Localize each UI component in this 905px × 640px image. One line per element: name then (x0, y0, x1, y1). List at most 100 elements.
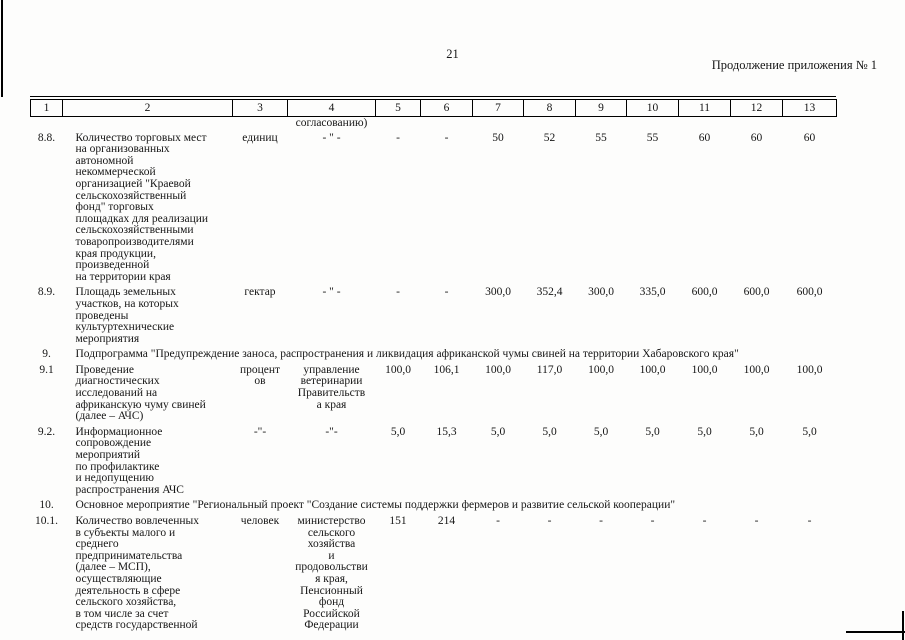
column-number-3: 3 (232, 99, 288, 117)
column-number-7: 7 (472, 99, 524, 117)
value-cell: 5,0 (593, 425, 609, 438)
table-row: 8.8. Количество торговых мест на организо… (31, 131, 837, 288)
value-cell: - (444, 286, 449, 299)
spacer-cell (376, 117, 837, 133)
value-cell: 5,0 (749, 425, 764, 438)
column-number-12: 12 (730, 99, 783, 117)
value-cell: 60 (750, 131, 763, 144)
value-cell: 5,0 (802, 425, 817, 438)
value-cell: 100,0 (485, 363, 511, 376)
table-row: 10.1. Количество вовлеченных в субъекты м… (31, 515, 837, 636)
responsible-executor: - " - (322, 131, 341, 144)
value-cell: 600,0 (743, 286, 770, 299)
value-cell: - (396, 286, 400, 299)
indicator-name: Площадь земельных участков, на которых п… (75, 286, 179, 345)
section-title: Подпрограмма "Предупреждение заноса, рас… (75, 348, 739, 361)
value-cell: - (650, 515, 655, 527)
row-number: 9.1 (39, 363, 54, 376)
unit-of-measure: человек (240, 515, 280, 527)
value-cell: 60 (698, 131, 711, 144)
scan-edge-bottom-right-vertical (902, 611, 904, 640)
column-number-6: 6 (420, 99, 473, 117)
indicator-name: Проведение диагностических исследований … (75, 363, 206, 423)
value-cell: 60 (803, 131, 816, 144)
value-cell: 5,0 (645, 425, 660, 438)
responsible-executor: -"- (325, 425, 338, 438)
row-number: 10. (39, 499, 54, 512)
value-cell: 5,0 (697, 425, 712, 438)
carryover-row: согласованию) (31, 117, 837, 133)
value-cell: 151 (389, 515, 407, 527)
responsible-executor: министерство сельского хозяйства и продо… (295, 515, 368, 632)
value-cell: - (496, 515, 500, 527)
section-title: Основное мероприятие "Региональный проек… (75, 499, 676, 512)
value-cell: 5,0 (390, 425, 406, 438)
column-number-11: 11 (678, 99, 731, 117)
value-cell: 100,0 (385, 363, 411, 376)
value-cell: 300,0 (485, 286, 511, 299)
table-row: 9.1 Проведение диагностических исследован… (31, 363, 837, 427)
value-cell: 352,4 (536, 286, 563, 299)
value-cell: 214 (437, 515, 456, 527)
value-cell: 50 (492, 131, 504, 144)
unit-of-measure: гектар (244, 286, 276, 299)
unit-of-measure: единиц (242, 131, 278, 144)
value-cell: 5,0 (542, 425, 557, 438)
responsible-executor: - " - (322, 286, 341, 299)
value-cell: 100,0 (796, 363, 823, 376)
value-cell: - (444, 131, 449, 144)
column-number-9: 9 (575, 99, 627, 117)
value-cell: - (754, 515, 759, 527)
table-row: 9.2. Информационное сопровождение меропри… (31, 425, 837, 501)
value-cell: 100,0 (588, 363, 614, 376)
page-number: 21 (446, 47, 459, 61)
value-cell: 100,0 (743, 363, 770, 376)
column-number-2: 2 (62, 99, 233, 117)
indicators-table: 1 2 3 4 5 6 7 8 9 10 11 12 13 согласованию) 8.8. Колич… (30, 96, 837, 636)
row-number: 8.9. (37, 286, 56, 299)
value-cell: 600,0 (691, 286, 718, 299)
row-number: 8.8. (37, 131, 56, 144)
table-top-rule (30, 96, 836, 97)
indicator-name: Количество торговых мест на организованн… (75, 131, 209, 283)
column-number-1: 1 (30, 99, 63, 117)
value-cell: - (807, 515, 812, 527)
value-cell: 600,0 (796, 286, 823, 299)
column-number-8: 8 (523, 99, 576, 117)
value-cell: - (396, 131, 400, 144)
value-cell: - (599, 515, 603, 527)
value-cell: 55 (595, 131, 607, 144)
responsible-executor: управление ветеринарии Правительств а кр… (297, 363, 366, 411)
value-cell: 117,0 (536, 363, 563, 376)
section-row: 10. Основное мероприятие "Региональный пр… (31, 500, 837, 516)
value-cell: 300,0 (588, 286, 614, 299)
value-cell: - (702, 515, 707, 527)
indicator-name: Количество вовлеченных в субъекты малого… (75, 515, 199, 632)
column-number-4: 4 (287, 99, 376, 117)
unit-of-measure: процент ов (239, 363, 281, 388)
value-cell: - (547, 515, 552, 527)
continuation-note: Продолжение приложения № 1 (711, 58, 877, 72)
value-cell: 335,0 (639, 286, 666, 299)
value-cell: 5,0 (490, 425, 506, 438)
column-number-10: 10 (626, 99, 679, 117)
table-header-row: 1 2 3 4 5 6 7 8 9 10 11 12 13 (30, 99, 837, 117)
section-row: 9. Подпрограмма "Предупреждение заноса, р… (31, 349, 837, 365)
row-number: 10.1. (35, 515, 58, 527)
table-row: 8.9. Площадь земельных участков, на котор… (31, 287, 837, 349)
value-cell: 55 (646, 131, 659, 144)
value-cell: 15,3 (436, 425, 457, 438)
scan-edge-bottom-right-horizontal (846, 631, 905, 633)
column-number-5: 5 (375, 99, 421, 117)
spacer-cell (31, 117, 288, 133)
value-cell: 52 (543, 131, 556, 144)
value-cell: 106,1 (433, 363, 460, 376)
row-number: 9.2. (37, 425, 56, 438)
indicator-name: Информационное сопровождение мероприятий… (75, 425, 184, 496)
scan-edge-left (1, 0, 3, 97)
value-cell: 100,0 (639, 363, 666, 376)
value-cell: 100,0 (691, 363, 718, 376)
column-number-13: 13 (782, 99, 837, 117)
carryover-text: согласованию) (295, 117, 368, 129)
row-number: 9. (42, 348, 51, 361)
